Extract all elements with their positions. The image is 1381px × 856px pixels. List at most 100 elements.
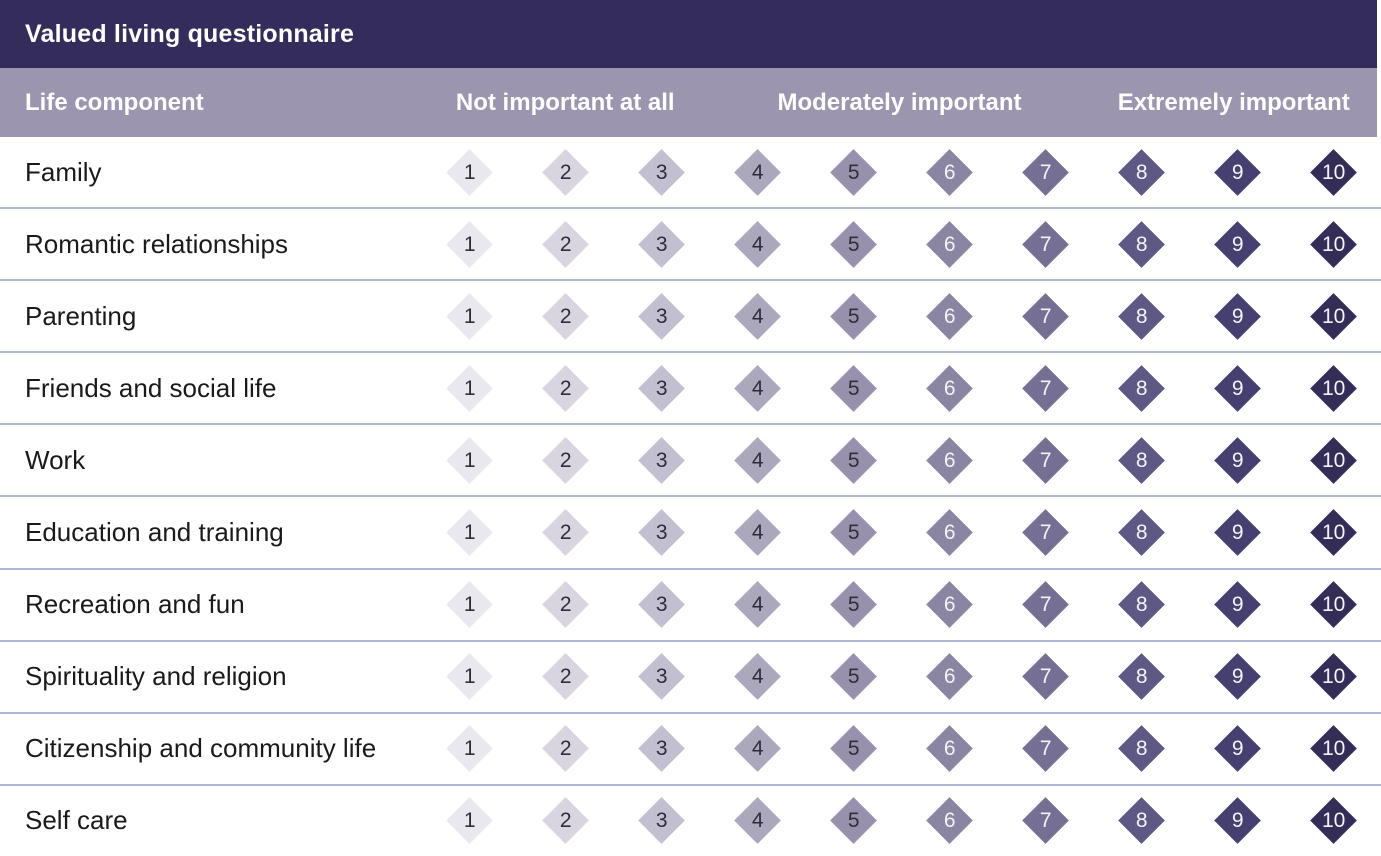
rating-diamond-romantic-relationships-3[interactable]: 3 <box>638 220 686 268</box>
rating-diamond-education-and-training-7[interactable]: 7 <box>1022 509 1069 556</box>
rating-diamond-friends-and-social-life-1[interactable]: 1 <box>446 364 494 412</box>
rating-diamond-work-4[interactable]: 4 <box>734 437 781 484</box>
rating-diamond-work-7[interactable]: 7 <box>1022 437 1069 484</box>
rating-diamond-citizenship-and-community-life-7[interactable]: 7 <box>1022 725 1069 773</box>
rating-diamond-romantic-relationships-4[interactable]: 4 <box>734 220 781 268</box>
rating-diamond-parenting-10[interactable]: 10 <box>1309 292 1357 340</box>
rating-diamond-parenting-9[interactable]: 9 <box>1213 292 1261 340</box>
rating-diamond-self-care-6[interactable]: 6 <box>926 797 973 845</box>
rating-diamond-friends-and-social-life-2[interactable]: 2 <box>542 364 590 412</box>
rating-diamond-citizenship-and-community-life-1[interactable]: 1 <box>446 725 494 773</box>
rating-diamond-work-1[interactable]: 1 <box>446 437 494 484</box>
rating-diamond-recreation-and-fun-10[interactable]: 10 <box>1309 581 1357 628</box>
rating-diamond-recreation-and-fun-3[interactable]: 3 <box>638 581 686 628</box>
rating-diamond-citizenship-and-community-life-6[interactable]: 6 <box>926 725 973 773</box>
rating-diamond-friends-and-social-life-10[interactable]: 10 <box>1309 364 1357 412</box>
rating-diamond-recreation-and-fun-4[interactable]: 4 <box>734 581 781 628</box>
rating-diamond-recreation-and-fun-1[interactable]: 1 <box>446 581 494 628</box>
rating-diamond-work-8[interactable]: 8 <box>1117 437 1165 484</box>
rating-diamond-spirituality-and-religion-1[interactable]: 1 <box>446 653 494 701</box>
rating-diamond-citizenship-and-community-life-5[interactable]: 5 <box>830 725 877 773</box>
rating-diamond-self-care-3[interactable]: 3 <box>638 797 686 845</box>
rating-diamond-spirituality-and-religion-5[interactable]: 5 <box>830 653 877 701</box>
rating-diamond-education-and-training-10[interactable]: 10 <box>1309 509 1357 556</box>
rating-diamond-education-and-training-1[interactable]: 1 <box>446 509 494 556</box>
rating-diamond-family-6[interactable]: 6 <box>926 148 973 196</box>
rating-diamond-spirituality-and-religion-2[interactable]: 2 <box>542 653 590 701</box>
rating-diamond-romantic-relationships-2[interactable]: 2 <box>542 220 590 268</box>
rating-diamond-spirituality-and-religion-9[interactable]: 9 <box>1213 653 1261 701</box>
rating-diamond-spirituality-and-religion-6[interactable]: 6 <box>926 653 973 701</box>
rating-diamond-romantic-relationships-9[interactable]: 9 <box>1213 220 1261 268</box>
rating-diamond-citizenship-and-community-life-2[interactable]: 2 <box>542 725 590 773</box>
rating-diamond-friends-and-social-life-3[interactable]: 3 <box>638 364 686 412</box>
rating-diamond-education-and-training-2[interactable]: 2 <box>542 509 590 556</box>
rating-diamond-spirituality-and-religion-10[interactable]: 10 <box>1309 653 1357 701</box>
rating-diamond-friends-and-social-life-6[interactable]: 6 <box>926 364 973 412</box>
rating-diamond-self-care-1[interactable]: 1 <box>446 797 494 845</box>
rating-diamond-education-and-training-8[interactable]: 8 <box>1117 509 1165 556</box>
rating-diamond-recreation-and-fun-7[interactable]: 7 <box>1022 581 1069 628</box>
rating-diamond-citizenship-and-community-life-4[interactable]: 4 <box>734 725 781 773</box>
rating-diamond-recreation-and-fun-5[interactable]: 5 <box>830 581 877 628</box>
rating-diamond-parenting-5[interactable]: 5 <box>830 292 877 340</box>
rating-diamond-self-care-7[interactable]: 7 <box>1022 797 1069 845</box>
rating-diamond-citizenship-and-community-life-9[interactable]: 9 <box>1213 725 1261 773</box>
rating-diamond-parenting-6[interactable]: 6 <box>926 292 973 340</box>
rating-diamond-family-5[interactable]: 5 <box>830 148 877 196</box>
rating-diamond-recreation-and-fun-9[interactable]: 9 <box>1213 581 1261 628</box>
rating-diamond-romantic-relationships-6[interactable]: 6 <box>926 220 973 268</box>
rating-diamond-parenting-8[interactable]: 8 <box>1117 292 1165 340</box>
rating-diamond-education-and-training-6[interactable]: 6 <box>926 509 973 556</box>
rating-diamond-self-care-9[interactable]: 9 <box>1213 797 1261 845</box>
rating-diamond-self-care-5[interactable]: 5 <box>830 797 877 845</box>
rating-diamond-self-care-10[interactable]: 10 <box>1309 797 1357 845</box>
rating-diamond-romantic-relationships-10[interactable]: 10 <box>1309 220 1357 268</box>
rating-diamond-spirituality-and-religion-4[interactable]: 4 <box>734 653 781 701</box>
rating-diamond-family-4[interactable]: 4 <box>734 148 781 196</box>
rating-diamond-recreation-and-fun-2[interactable]: 2 <box>542 581 590 628</box>
rating-diamond-self-care-2[interactable]: 2 <box>542 797 590 845</box>
rating-diamond-friends-and-social-life-4[interactable]: 4 <box>734 364 781 412</box>
rating-diamond-education-and-training-9[interactable]: 9 <box>1213 509 1261 556</box>
rating-diamond-self-care-8[interactable]: 8 <box>1117 797 1165 845</box>
rating-diamond-parenting-4[interactable]: 4 <box>734 292 781 340</box>
rating-diamond-citizenship-and-community-life-3[interactable]: 3 <box>638 725 686 773</box>
rating-diamond-recreation-and-fun-6[interactable]: 6 <box>926 581 973 628</box>
rating-diamond-friends-and-social-life-8[interactable]: 8 <box>1117 364 1165 412</box>
rating-diamond-parenting-1[interactable]: 1 <box>446 292 494 340</box>
rating-diamond-work-6[interactable]: 6 <box>926 437 973 484</box>
rating-diamond-self-care-4[interactable]: 4 <box>734 797 781 845</box>
rating-diamond-work-10[interactable]: 10 <box>1309 437 1357 484</box>
rating-diamond-parenting-3[interactable]: 3 <box>638 292 686 340</box>
rating-diamond-family-2[interactable]: 2 <box>542 148 590 196</box>
rating-diamond-education-and-training-5[interactable]: 5 <box>830 509 877 556</box>
rating-diamond-spirituality-and-religion-3[interactable]: 3 <box>638 653 686 701</box>
rating-diamond-family-1[interactable]: 1 <box>446 148 494 196</box>
rating-diamond-romantic-relationships-5[interactable]: 5 <box>830 220 877 268</box>
rating-diamond-romantic-relationships-1[interactable]: 1 <box>446 220 494 268</box>
rating-diamond-family-10[interactable]: 10 <box>1309 148 1357 196</box>
rating-diamond-recreation-and-fun-8[interactable]: 8 <box>1117 581 1165 628</box>
rating-diamond-education-and-training-3[interactable]: 3 <box>638 509 686 556</box>
rating-diamond-family-9[interactable]: 9 <box>1213 148 1261 196</box>
rating-diamond-family-3[interactable]: 3 <box>638 148 686 196</box>
rating-diamond-family-8[interactable]: 8 <box>1117 148 1165 196</box>
rating-diamond-friends-and-social-life-9[interactable]: 9 <box>1213 364 1261 412</box>
rating-diamond-family-7[interactable]: 7 <box>1022 148 1069 196</box>
rating-diamond-friends-and-social-life-5[interactable]: 5 <box>830 364 877 412</box>
rating-diamond-work-3[interactable]: 3 <box>638 437 686 484</box>
rating-diamond-education-and-training-4[interactable]: 4 <box>734 509 781 556</box>
rating-diamond-work-5[interactable]: 5 <box>830 437 877 484</box>
rating-diamond-parenting-2[interactable]: 2 <box>542 292 590 340</box>
rating-diamond-spirituality-and-religion-7[interactable]: 7 <box>1022 653 1069 701</box>
rating-diamond-spirituality-and-religion-8[interactable]: 8 <box>1117 653 1165 701</box>
rating-diamond-work-2[interactable]: 2 <box>542 437 590 484</box>
rating-diamond-citizenship-and-community-life-10[interactable]: 10 <box>1309 725 1357 773</box>
rating-diamond-romantic-relationships-8[interactable]: 8 <box>1117 220 1165 268</box>
rating-diamond-work-9[interactable]: 9 <box>1213 437 1261 484</box>
rating-diamond-parenting-7[interactable]: 7 <box>1022 292 1069 340</box>
rating-diamond-romantic-relationships-7[interactable]: 7 <box>1022 220 1069 268</box>
rating-diamond-friends-and-social-life-7[interactable]: 7 <box>1022 364 1069 412</box>
rating-diamond-citizenship-and-community-life-8[interactable]: 8 <box>1117 725 1165 773</box>
